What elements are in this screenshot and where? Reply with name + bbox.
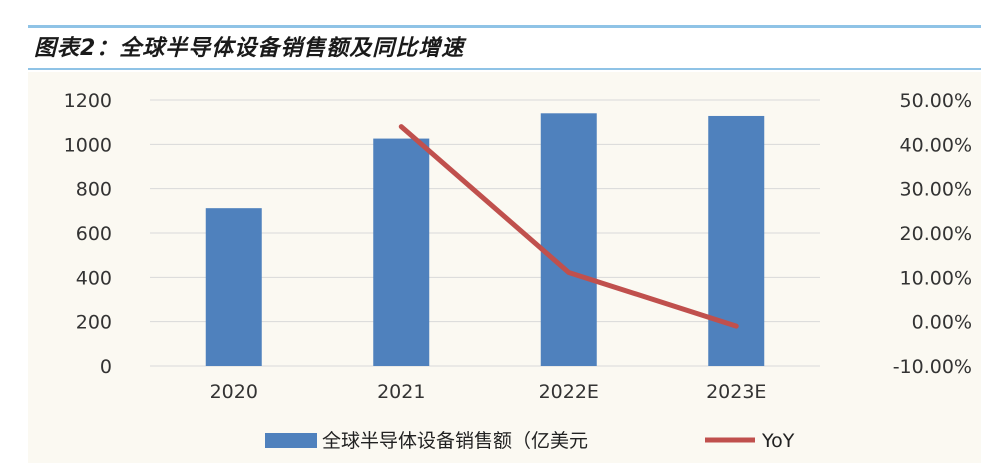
left-tick-label: 1200 <box>64 90 112 112</box>
right-tick-label: 10.00% <box>900 267 972 289</box>
left-tick-label: 200 <box>76 312 112 334</box>
left-tick-label: 0 <box>100 356 112 378</box>
chart-title: 图表2：全球半导体设备销售额及同比增速 <box>34 36 465 61</box>
x-axis-ticks: 2020 2021 2022E 2023E <box>210 381 767 403</box>
x-tick-label: 2020 <box>210 381 258 403</box>
yoy-point <box>400 126 402 128</box>
left-tick-label: 1000 <box>64 134 112 156</box>
legend-label-line: YoY <box>761 430 795 452</box>
left-tick-label: 400 <box>76 267 112 289</box>
bar <box>205 208 262 366</box>
left-tick-label: 800 <box>76 179 112 201</box>
title-rule-bottom <box>28 68 981 70</box>
bar <box>373 138 430 366</box>
right-tick-label: 0.00% <box>912 312 972 334</box>
right-tick-label: 20.00% <box>900 223 972 245</box>
title-rule-top <box>28 25 981 28</box>
yoy-point <box>568 271 570 273</box>
right-tick-label: -10.00% <box>893 356 972 378</box>
bar-series <box>205 113 765 367</box>
right-tick-label: 50.00% <box>900 90 972 112</box>
left-axis-ticks: 1200 1000 800 600 400 200 0 <box>64 90 112 378</box>
yoy-line-series <box>398 124 739 329</box>
title-bar: 图表2：全球半导体设备销售额及同比增速 <box>0 0 981 70</box>
right-axis-ticks: 50.00% 40.00% 30.00% 20.00% 10.00% 0.00% -10.0… <box>893 90 972 378</box>
right-tick-label: 30.00% <box>900 179 972 201</box>
yoy-point <box>735 325 737 327</box>
legend: 全球半导体设备销售额（亿美元 YoY <box>265 430 795 452</box>
x-tick-label: 2021 <box>377 381 425 403</box>
plot-background <box>28 72 981 463</box>
bar <box>540 113 597 366</box>
x-tick-label: 2022E <box>539 381 599 403</box>
x-tick-label: 2023E <box>706 381 766 403</box>
legend-label-bar: 全球半导体设备销售额（亿美元 <box>322 430 588 452</box>
left-tick-label: 600 <box>76 223 112 245</box>
right-tick-label: 40.00% <box>900 134 972 156</box>
legend-swatch-bar <box>265 433 317 448</box>
